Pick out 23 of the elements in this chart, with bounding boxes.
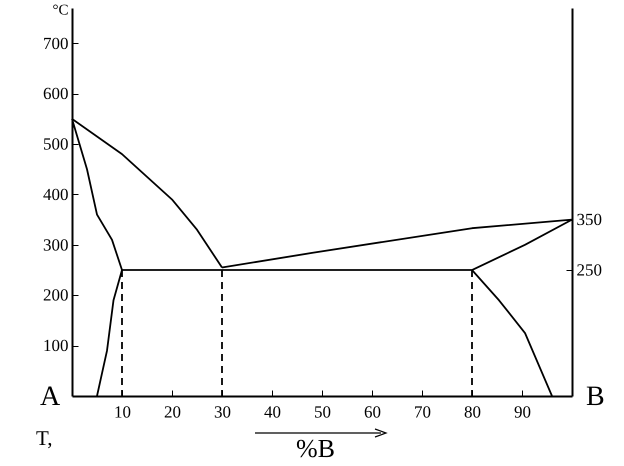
y2-tick-label: 250 bbox=[576, 260, 602, 280]
text: A bbox=[40, 381, 60, 412]
x-tick-label: 20 bbox=[164, 402, 181, 422]
y-tick-label: 500 bbox=[43, 134, 68, 154]
text: T, bbox=[36, 426, 53, 450]
y-tick-label: 400 bbox=[43, 184, 68, 204]
x-tick-label: 40 bbox=[264, 402, 281, 422]
x-tick-label: 30 bbox=[214, 402, 231, 422]
y-axis-title: °C bbox=[52, 2, 68, 18]
x-tick-label: 50 bbox=[314, 402, 331, 422]
y-tick-label: 600 bbox=[43, 84, 68, 104]
y2-tick-label: 350 bbox=[576, 210, 602, 230]
x-tick-label: 60 bbox=[364, 402, 381, 422]
x-tick-label: 70 bbox=[414, 402, 431, 422]
y-tick-label: 200 bbox=[43, 286, 68, 305]
y-tick-label: 700 bbox=[43, 34, 68, 53]
x-tick-label: 80 bbox=[464, 402, 481, 422]
text: B bbox=[586, 381, 605, 412]
y-tick-label: 300 bbox=[43, 235, 68, 254]
y-tick-label: 100 bbox=[43, 336, 68, 356]
x-axis-title: %B bbox=[296, 434, 335, 463]
x-tick-label: 10 bbox=[114, 402, 131, 422]
x-tick-label: 90 bbox=[514, 402, 531, 422]
